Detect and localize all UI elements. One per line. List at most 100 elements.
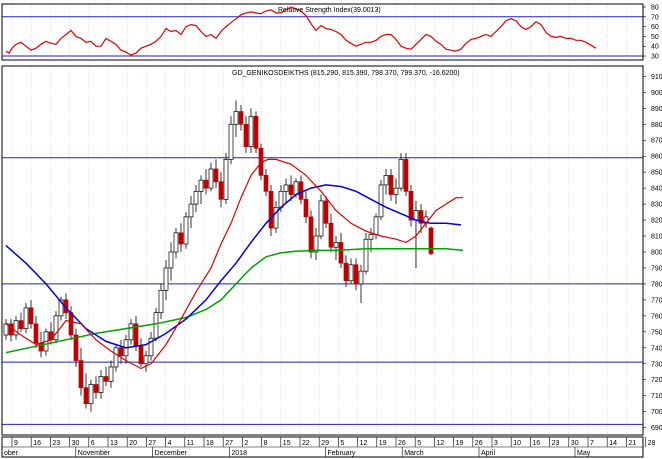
candle — [93, 376, 99, 399]
day-tick-label: 14 — [609, 440, 617, 447]
candle-body — [188, 203, 194, 218]
day-tick-label: 18 — [206, 440, 214, 447]
candle — [173, 228, 179, 259]
day-tick-label: 27 — [148, 440, 156, 447]
month-tick-label: November — [78, 450, 111, 457]
candle-body — [413, 210, 419, 221]
ma-mid-line — [5, 184, 462, 349]
candle-body — [268, 190, 274, 229]
month-tick-label: December — [155, 450, 188, 457]
candle-body — [288, 184, 294, 195]
candle — [238, 105, 244, 131]
candle — [248, 108, 254, 154]
candle-body — [243, 123, 249, 147]
day-tick-label: 19 — [379, 440, 387, 447]
price-frame — [1, 65, 644, 436]
candle-body — [418, 210, 424, 224]
candle-body — [208, 168, 214, 189]
candlesticks — [3, 100, 434, 412]
candle — [208, 162, 214, 192]
day-tick-label: 23 — [552, 440, 560, 447]
candle — [23, 303, 29, 334]
candle-body — [113, 347, 119, 368]
candle-body — [373, 216, 379, 235]
candle — [103, 366, 109, 387]
candle — [408, 184, 414, 227]
candle — [183, 212, 189, 249]
candle-body — [163, 267, 169, 291]
month-tick-labels: ober November December 2018 February March Apr… — [1, 447, 591, 457]
price-y-tick-label: 750 — [651, 329, 662, 336]
candle — [368, 228, 374, 252]
price-y-tick-label: 850 — [651, 170, 662, 177]
candle-body — [328, 222, 334, 248]
candle-body — [238, 111, 244, 125]
candle-body — [323, 200, 329, 224]
candle-body — [388, 175, 394, 195]
candle-body — [13, 320, 19, 336]
candle-body — [313, 235, 319, 253]
price-y-tick-label: 910 — [651, 74, 662, 81]
rsi-y-tick-label: 30 — [651, 54, 659, 61]
day-tick-label: 5 — [340, 440, 344, 447]
candle-body — [428, 227, 434, 254]
ma-slow-line — [5, 248, 464, 354]
candle-body — [378, 184, 384, 218]
candle-body — [93, 384, 99, 393]
candle-body — [98, 376, 104, 393]
candle-body — [78, 360, 84, 389]
candle — [378, 180, 384, 221]
month-tick-label: ober — [4, 450, 19, 457]
candle — [53, 311, 59, 343]
day-tick-label: 19 — [456, 440, 464, 447]
candle-body — [53, 315, 59, 341]
candle — [263, 168, 269, 197]
candle-body — [338, 242, 344, 264]
candle — [273, 200, 279, 233]
candle-body — [333, 242, 339, 248]
candle-body — [228, 123, 234, 160]
day-tick-label: 9 — [14, 440, 18, 447]
rsi-y-tick-label: 70 — [651, 14, 659, 21]
day-tick-label: 3 — [494, 440, 498, 447]
rsi-series-line — [5, 6, 597, 56]
candle-body — [103, 376, 109, 382]
price-y-tick-label: 690 — [651, 425, 662, 432]
candle — [363, 232, 369, 275]
candle — [73, 328, 79, 367]
day-tick-label: 29 — [321, 440, 329, 447]
candle-body — [368, 234, 374, 240]
candle-body — [138, 345, 144, 365]
price-y-tick-label: 760 — [651, 313, 662, 320]
candle-body — [153, 312, 159, 339]
price-y-tick-label: 730 — [651, 361, 662, 368]
candle — [188, 196, 194, 229]
candle-body — [283, 184, 289, 192]
candle-body — [293, 181, 299, 195]
price-level-lines — [2, 157, 643, 425]
candle — [393, 178, 399, 205]
candle — [203, 168, 209, 195]
day-tick-label: 15 — [283, 440, 291, 447]
candle — [288, 175, 294, 201]
candle — [113, 344, 119, 372]
candle-body — [8, 323, 14, 336]
candle-body — [218, 181, 224, 200]
month-tick-label: May — [577, 450, 591, 457]
candle-body — [223, 159, 229, 200]
candle-body — [148, 337, 154, 357]
candle-body — [343, 262, 349, 282]
candle — [358, 264, 364, 304]
day-tick-label: 28 — [648, 440, 656, 447]
day-tick-label: 7 — [590, 440, 594, 447]
candle — [333, 236, 339, 260]
candle — [128, 319, 134, 345]
candle — [418, 204, 424, 233]
candle-body — [398, 159, 404, 189]
candle-body — [278, 190, 284, 208]
candle — [213, 159, 219, 189]
candle — [388, 168, 394, 201]
day-tick-label: 2 — [244, 440, 248, 447]
candle — [178, 223, 184, 252]
candle-body — [383, 175, 389, 186]
